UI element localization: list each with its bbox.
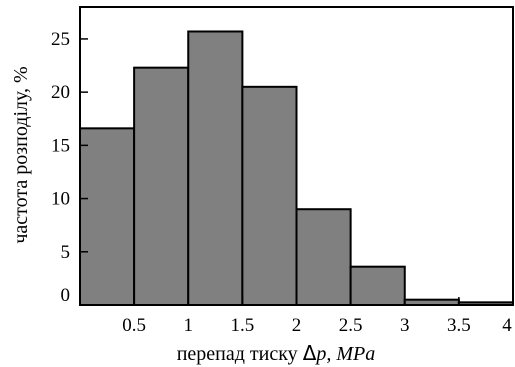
x-tick-label: 0.5 [122,315,146,336]
histogram-bar [187,30,244,306]
y-tick-label: 25 [51,29,70,50]
ticks-group: 0.5 1 1.5 2 2.5 3 3.5 4 0 5 10 15 20 25 [51,29,514,336]
y-axis-title: частота розподілу, % [10,66,32,243]
x-tick-label: 1 [184,315,194,336]
histogram-bar [133,66,190,306]
x-axis-title: перепад тиску Δp, MPa [177,341,376,365]
x-axis-title-variable: p, MPa [314,343,375,365]
y-tick-label: 5 [61,242,71,263]
histogram-bar [241,85,298,306]
histogram-bar [349,265,406,306]
x-tick-label: 1.5 [231,315,255,336]
histogram-bar [79,127,136,306]
y-tick-label: 0 [61,285,71,306]
x-axis-title-delta: Δ [303,341,317,365]
x-tick-label: 2.5 [339,315,363,336]
bars-group [79,30,514,307]
x-tick-label: 2 [292,315,302,336]
y-tick-label: 10 [51,189,70,210]
y-tick-label: 20 [51,82,70,103]
x-tick-label: 3 [400,315,410,336]
x-tick-label: 3.5 [447,315,471,336]
x-axis-title-text: перепад тиску [177,343,303,365]
y-tick-label: 15 [51,135,70,156]
histogram-bar [295,208,352,306]
x-tick-label: 4 [502,315,512,336]
